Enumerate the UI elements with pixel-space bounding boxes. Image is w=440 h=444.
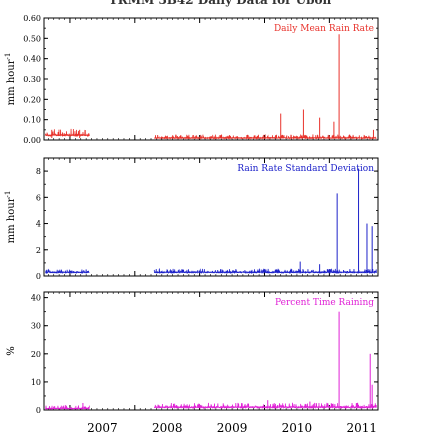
panel-3-ytick-label: 0	[36, 406, 41, 415]
panel-3-legend: Percent Time Raining	[275, 298, 374, 308]
panel-1-ytick-label: 0.40	[23, 55, 41, 64]
panel-1-ylabel: mm hour-1	[4, 53, 17, 106]
panel-3-ytick-label: 40	[31, 294, 41, 303]
panel-1-ytick-label: 0.30	[23, 75, 41, 84]
x-tick-label: 2009	[217, 421, 248, 435]
x-tick-label: 2010	[282, 421, 313, 435]
panel-1-ytick-label: 0.20	[23, 95, 41, 104]
panel-2-series-line	[45, 267, 377, 275]
panel-2-ytick-label: 0	[36, 272, 41, 281]
panel-3-frame	[43, 291, 379, 411]
figure-title: TRMM 3B42 Daily Data for Ubon	[109, 0, 332, 7]
panel-3-series-line	[45, 402, 377, 411]
x-tick-label: 2011	[347, 421, 378, 435]
panel-3-ytick-label: 10	[31, 378, 41, 387]
panel-1-ytick-label: 0.50	[23, 34, 41, 43]
panel-2-frame	[43, 157, 379, 277]
panel-1-ytick-label: 0.60	[23, 14, 41, 23]
panel-2-ytick-label: 8	[36, 167, 41, 176]
panel-2-ytick-label: 4	[36, 220, 41, 229]
x-tick-label: 2007	[87, 421, 118, 435]
panel-1-series-line	[44, 128, 377, 140]
panel-2-ylabel: mm hour-1	[4, 191, 17, 244]
panel-1-frame	[43, 17, 379, 141]
panel-2-ytick-label: 2	[36, 246, 41, 255]
panel-1-ytick-label: 0.10	[23, 116, 41, 125]
panel-3-ytick-label: 30	[31, 322, 41, 331]
panel-1-ytick-label: 0.00	[23, 136, 41, 145]
panel-2-ytick-label: 6	[36, 193, 41, 202]
panel-2-legend: Rain Rate Standard Deviation	[237, 164, 374, 174]
panel-1-legend: Daily Mean Rain Rate	[274, 24, 374, 34]
panel-3-ylabel: %	[6, 346, 17, 356]
panel-3-ytick-label: 20	[31, 350, 41, 359]
x-tick-label: 2008	[152, 421, 183, 435]
